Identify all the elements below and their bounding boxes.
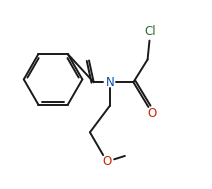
Text: O: O	[102, 155, 112, 168]
Text: Cl: Cl	[145, 25, 156, 38]
Text: O: O	[148, 107, 157, 120]
Text: N: N	[105, 76, 114, 89]
